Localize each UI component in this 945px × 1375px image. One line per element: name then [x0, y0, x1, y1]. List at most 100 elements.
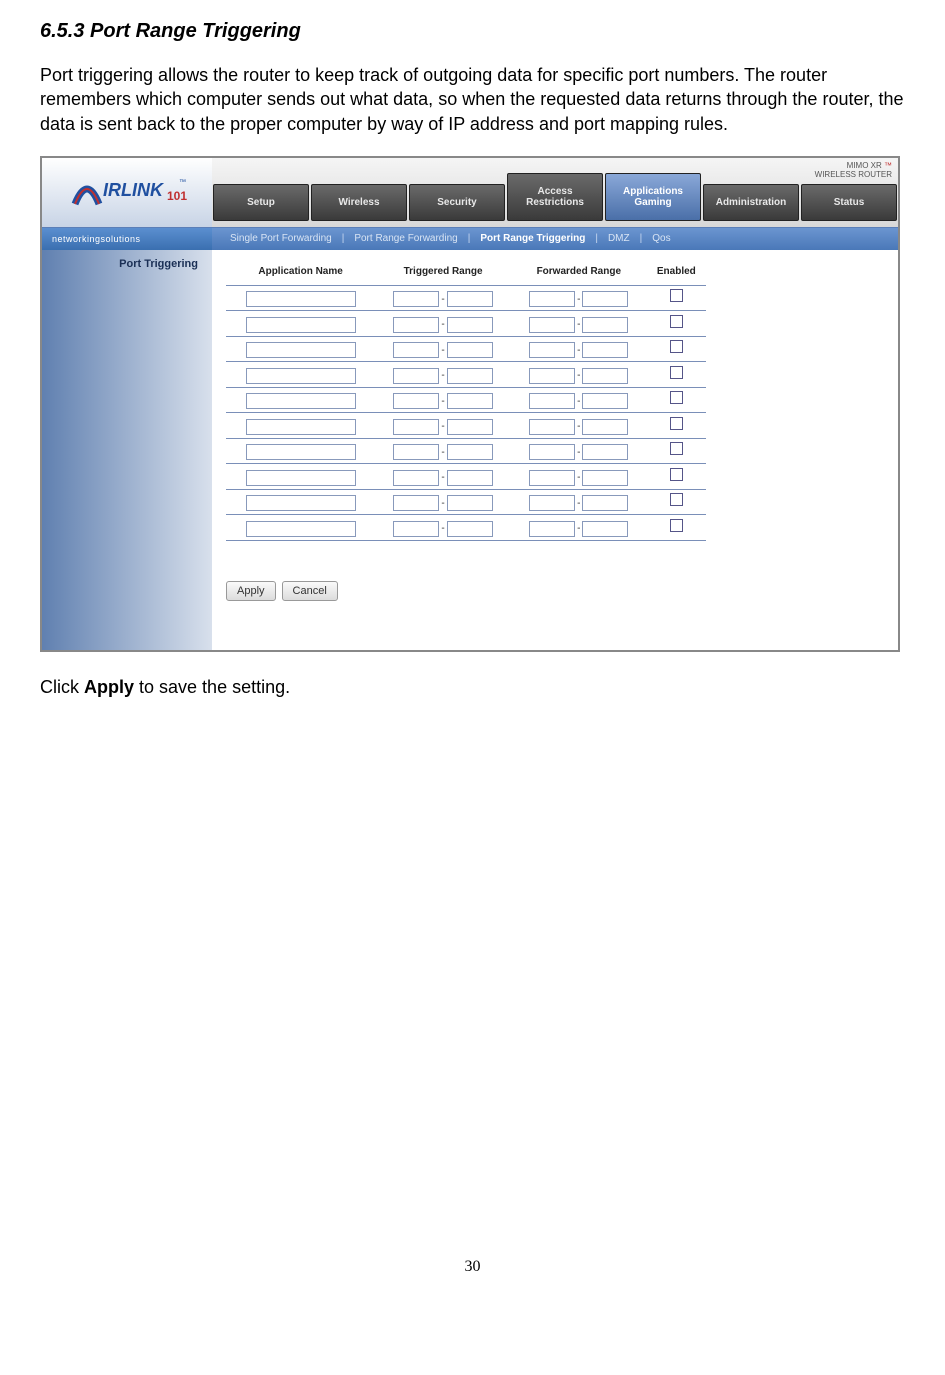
svg-text:IRLINK: IRLINK	[103, 180, 165, 200]
apply-button[interactable]: Apply	[226, 581, 276, 601]
table-row: --	[226, 515, 706, 541]
forwarded-start-input[interactable]	[529, 342, 575, 358]
subtab-single-port-forwarding[interactable]: Single Port Forwarding	[224, 233, 338, 244]
section-heading: 6.5.3 Port Range Triggering	[40, 20, 905, 43]
enabled-checkbox[interactable]	[670, 493, 683, 506]
tab-wireless[interactable]: Wireless	[311, 184, 407, 221]
triggered-end-input[interactable]	[447, 342, 493, 358]
header-bar: IRLINK 101 ™ Setup Wireless Security Acc…	[42, 158, 898, 228]
forwarded-end-input[interactable]	[582, 521, 628, 537]
forwarded-start-input[interactable]	[529, 291, 575, 307]
enabled-checkbox[interactable]	[670, 366, 683, 379]
enabled-checkbox[interactable]	[670, 417, 683, 430]
triggered-start-input[interactable]	[393, 317, 439, 333]
forwarded-end-input[interactable]	[582, 470, 628, 486]
application-name-input[interactable]	[246, 495, 356, 511]
enabled-checkbox[interactable]	[670, 468, 683, 481]
subtab-port-range-triggering[interactable]: Port Range Triggering	[474, 233, 591, 244]
tab-administration[interactable]: Administration	[703, 184, 799, 221]
range-dash: -	[577, 319, 580, 330]
forwarded-end-input[interactable]	[582, 342, 628, 358]
enabled-checkbox[interactable]	[670, 442, 683, 455]
triggered-start-input[interactable]	[393, 495, 439, 511]
triggered-start-input[interactable]	[393, 368, 439, 384]
range-dash: -	[441, 447, 444, 458]
forwarded-end-input[interactable]	[582, 368, 628, 384]
triggered-end-input[interactable]	[447, 521, 493, 537]
forwarded-start-input[interactable]	[529, 317, 575, 333]
forwarded-start-input[interactable]	[529, 419, 575, 435]
page-number: 30	[40, 1258, 905, 1276]
airlink-logo: IRLINK 101 ™	[67, 170, 187, 214]
forwarded-start-input[interactable]	[529, 444, 575, 460]
application-name-input[interactable]	[246, 470, 356, 486]
forwarded-start-input[interactable]	[529, 521, 575, 537]
tab-access-restrictions[interactable]: Access Restrictions	[507, 173, 603, 221]
forwarded-end-input[interactable]	[582, 495, 628, 511]
triggered-end-input[interactable]	[447, 317, 493, 333]
application-name-input[interactable]	[246, 444, 356, 460]
application-name-input[interactable]	[246, 419, 356, 435]
triggered-end-input[interactable]	[447, 291, 493, 307]
tab-security[interactable]: Security	[409, 184, 505, 221]
forwarded-start-input[interactable]	[529, 368, 575, 384]
table-row: --	[226, 336, 706, 362]
range-dash: -	[441, 472, 444, 483]
tab-applications-gaming[interactable]: Applications Gaming	[605, 173, 701, 221]
application-name-input[interactable]	[246, 368, 356, 384]
triggered-start-input[interactable]	[393, 444, 439, 460]
table-body: --------------------	[226, 285, 706, 540]
enabled-checkbox[interactable]	[670, 519, 683, 532]
triggered-start-input[interactable]	[393, 470, 439, 486]
enabled-checkbox[interactable]	[670, 391, 683, 404]
range-dash: -	[577, 447, 580, 458]
enabled-checkbox[interactable]	[670, 289, 683, 302]
text-prefix: Click	[40, 677, 84, 697]
application-name-input[interactable]	[246, 291, 356, 307]
triggered-end-input[interactable]	[447, 495, 493, 511]
subtab-dmz[interactable]: DMZ	[602, 233, 636, 244]
forwarded-end-input[interactable]	[582, 419, 628, 435]
forwarded-start-input[interactable]	[529, 470, 575, 486]
enabled-checkbox[interactable]	[670, 340, 683, 353]
range-dash: -	[441, 345, 444, 356]
badge-line: WIRELESS ROUTER	[815, 170, 892, 179]
triggered-start-input[interactable]	[393, 342, 439, 358]
instruction-text: Click Apply to save the setting.	[40, 677, 905, 698]
table-row: --	[226, 387, 706, 413]
range-dash: -	[441, 319, 444, 330]
sidebar: Port Triggering	[42, 250, 212, 650]
application-name-input[interactable]	[246, 342, 356, 358]
content-area: Port Triggering Application Name Trigger…	[42, 250, 898, 650]
triggered-start-input[interactable]	[393, 291, 439, 307]
forwarded-start-input[interactable]	[529, 393, 575, 409]
forwarded-end-input[interactable]	[582, 291, 628, 307]
triggered-start-input[interactable]	[393, 419, 439, 435]
subtab-port-range-forwarding[interactable]: Port Range Forwarding	[348, 233, 463, 244]
subtab-qos[interactable]: Qos	[646, 233, 676, 244]
table-row: --	[226, 438, 706, 464]
forwarded-end-input[interactable]	[582, 317, 628, 333]
range-dash: -	[441, 498, 444, 509]
application-name-input[interactable]	[246, 393, 356, 409]
forwarded-start-input[interactable]	[529, 495, 575, 511]
tab-status[interactable]: Status	[801, 184, 897, 221]
triggered-end-input[interactable]	[447, 393, 493, 409]
text-bold: Apply	[84, 677, 134, 697]
application-name-input[interactable]	[246, 317, 356, 333]
triggered-end-input[interactable]	[447, 470, 493, 486]
application-name-input[interactable]	[246, 521, 356, 537]
triggered-start-input[interactable]	[393, 393, 439, 409]
tab-setup[interactable]: Setup	[213, 184, 309, 221]
triggered-end-input[interactable]	[447, 419, 493, 435]
triggered-start-input[interactable]	[393, 521, 439, 537]
triggered-end-input[interactable]	[447, 368, 493, 384]
enabled-checkbox[interactable]	[670, 315, 683, 328]
logo-tagline: networkingsolutions	[42, 228, 212, 250]
triggered-end-input[interactable]	[447, 444, 493, 460]
separator: |	[640, 233, 643, 244]
cancel-button[interactable]: Cancel	[282, 581, 338, 601]
forwarded-end-input[interactable]	[582, 393, 628, 409]
forwarded-end-input[interactable]	[582, 444, 628, 460]
col-triggered-range: Triggered Range	[375, 260, 511, 286]
